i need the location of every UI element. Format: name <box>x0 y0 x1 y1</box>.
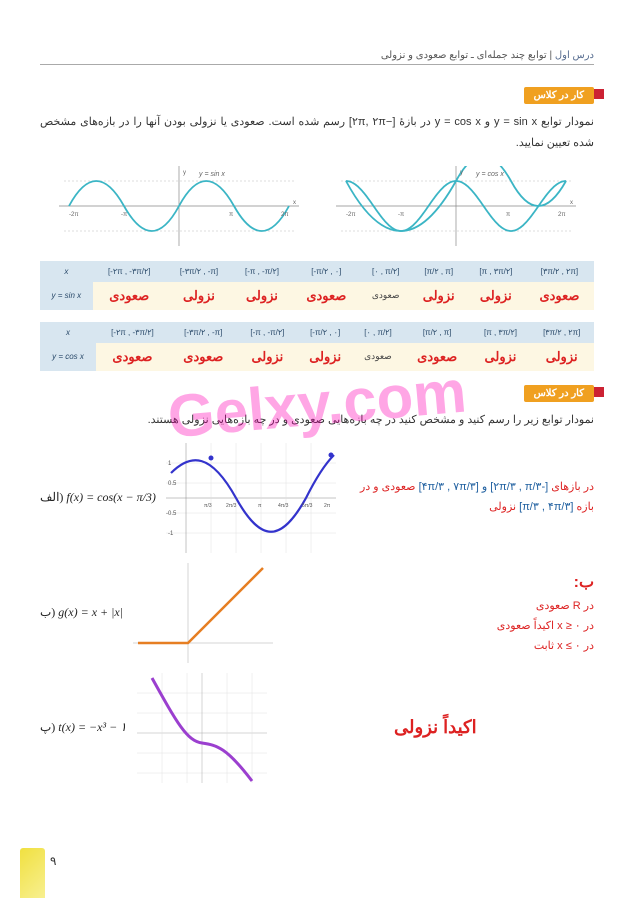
sin-table: x [-۲π , -۳π/۲] [-۳π/۲ , -π] [-π , -π/۲]… <box>40 261 594 310</box>
header-dars: درس اول <box>555 50 594 61</box>
formula-a: الف) f(x) = cos(x − π/3) <box>40 490 156 505</box>
header-title: توابع چند جمله‌ای ـ توابع صعودی و نزولی <box>381 50 547 61</box>
page-header: درس اول | توابع چند جمله‌ای ـ توابع صعود… <box>40 50 594 65</box>
intro-text-2: نمودار توابع زیر را رسم کنید و مشخص کنید… <box>40 410 594 431</box>
svg-text:-2π: -2π <box>346 212 355 218</box>
svg-text:2π: 2π <box>281 212 288 218</box>
page-number: ۹ <box>50 854 56 868</box>
svg-text:y = cos x: y = cos x <box>475 171 504 178</box>
svg-text:y = sin x: y = sin x <box>198 171 225 178</box>
answer-b: ب: در R صعودی در x ≥ ۰ اکیداً صعودی در x… <box>283 569 594 657</box>
formula-c: پ) t(x) = −x³ − ۱ <box>40 720 127 735</box>
sin-graph: y = sin x -2π -π π 2π x y <box>59 166 299 246</box>
svg-text:0.5: 0.5 <box>168 481 177 487</box>
svg-text:5π/3: 5π/3 <box>302 503 313 509</box>
svg-text:x: x <box>293 200 296 206</box>
svg-text:π: π <box>506 212 510 218</box>
svg-text:2π: 2π <box>558 212 565 218</box>
var-cell: x <box>40 322 96 343</box>
graph-a: 1 0.5 -0.5 -1 π/3 2π/3 π 4π/3 5π/3 2π <box>166 443 336 553</box>
svg-text:y: y <box>183 170 186 176</box>
var-cell: x <box>40 261 93 282</box>
svg-text:π: π <box>229 212 233 218</box>
svg-text:-1: -1 <box>168 531 174 537</box>
exercise-c: پ) t(x) = −x³ − ۱ اکیداً نزولی <box>40 673 594 783</box>
row-label: y = sin x <box>40 282 93 310</box>
svg-text:2π: 2π <box>324 503 331 509</box>
table-row: y = cos x صعودی صعودی نزولی نزولی صعودی … <box>40 343 594 371</box>
svg-text:π: π <box>258 503 262 509</box>
table-row: x [-۲π , -۳π/۲] [-۳π/۲ , -π] [-π , -π/۲]… <box>40 322 594 343</box>
svg-text:-2π: -2π <box>69 212 78 218</box>
svg-text:4π/3: 4π/3 <box>278 503 289 509</box>
table-row: y = sin x صعودی نزولی نزولی صعودی صعودی … <box>40 282 594 310</box>
trig-graphs-row: y = sin x -2π -π π 2π x y y = cos x -2π … <box>40 166 594 246</box>
svg-text:x: x <box>570 200 573 206</box>
row-label: y = cos x <box>40 343 96 371</box>
answer-a: در بازهای [-۲π/۳ , π/۳] و [۴π/۳ , ۷π/۳] … <box>346 478 594 518</box>
svg-text:-π: -π <box>121 212 127 218</box>
svg-text:2π/3: 2π/3 <box>226 503 237 509</box>
graph-b <box>133 563 273 663</box>
section-tag-2: کار در کلاس <box>524 385 594 402</box>
cos-graph: y = cos x -2π -π π 2π x y <box>336 166 576 246</box>
exercise-b: ب) g(x) = x + |x| ب: در R صعودی در x ≥ ۰… <box>40 563 594 663</box>
table-row: x [-۲π , -۳π/۲] [-۳π/۲ , -π] [-π , -π/۲]… <box>40 261 594 282</box>
graph-c <box>137 673 267 783</box>
svg-text:y: y <box>460 170 463 176</box>
header-sep: | <box>547 50 552 61</box>
svg-text:-π: -π <box>398 212 404 218</box>
formula-b: ب) g(x) = x + |x| <box>40 605 123 620</box>
section-tag-1: کار در کلاس <box>524 87 594 104</box>
corner-decoration <box>20 848 45 898</box>
exercise-a: الف) f(x) = cos(x − π/3) 1 0.5 -0.5 -1 π… <box>40 443 594 553</box>
intro-text-1: نمودار توابع y = sin x و y = cos x در با… <box>40 112 594 154</box>
cos-table: x [-۲π , -۳π/۲] [-۳π/۲ , -π] [-π , -π/۲]… <box>40 322 594 371</box>
answer-c: اکیداً نزولی <box>277 717 594 738</box>
svg-text:π/3: π/3 <box>204 503 212 509</box>
svg-text:-0.5: -0.5 <box>166 511 177 517</box>
